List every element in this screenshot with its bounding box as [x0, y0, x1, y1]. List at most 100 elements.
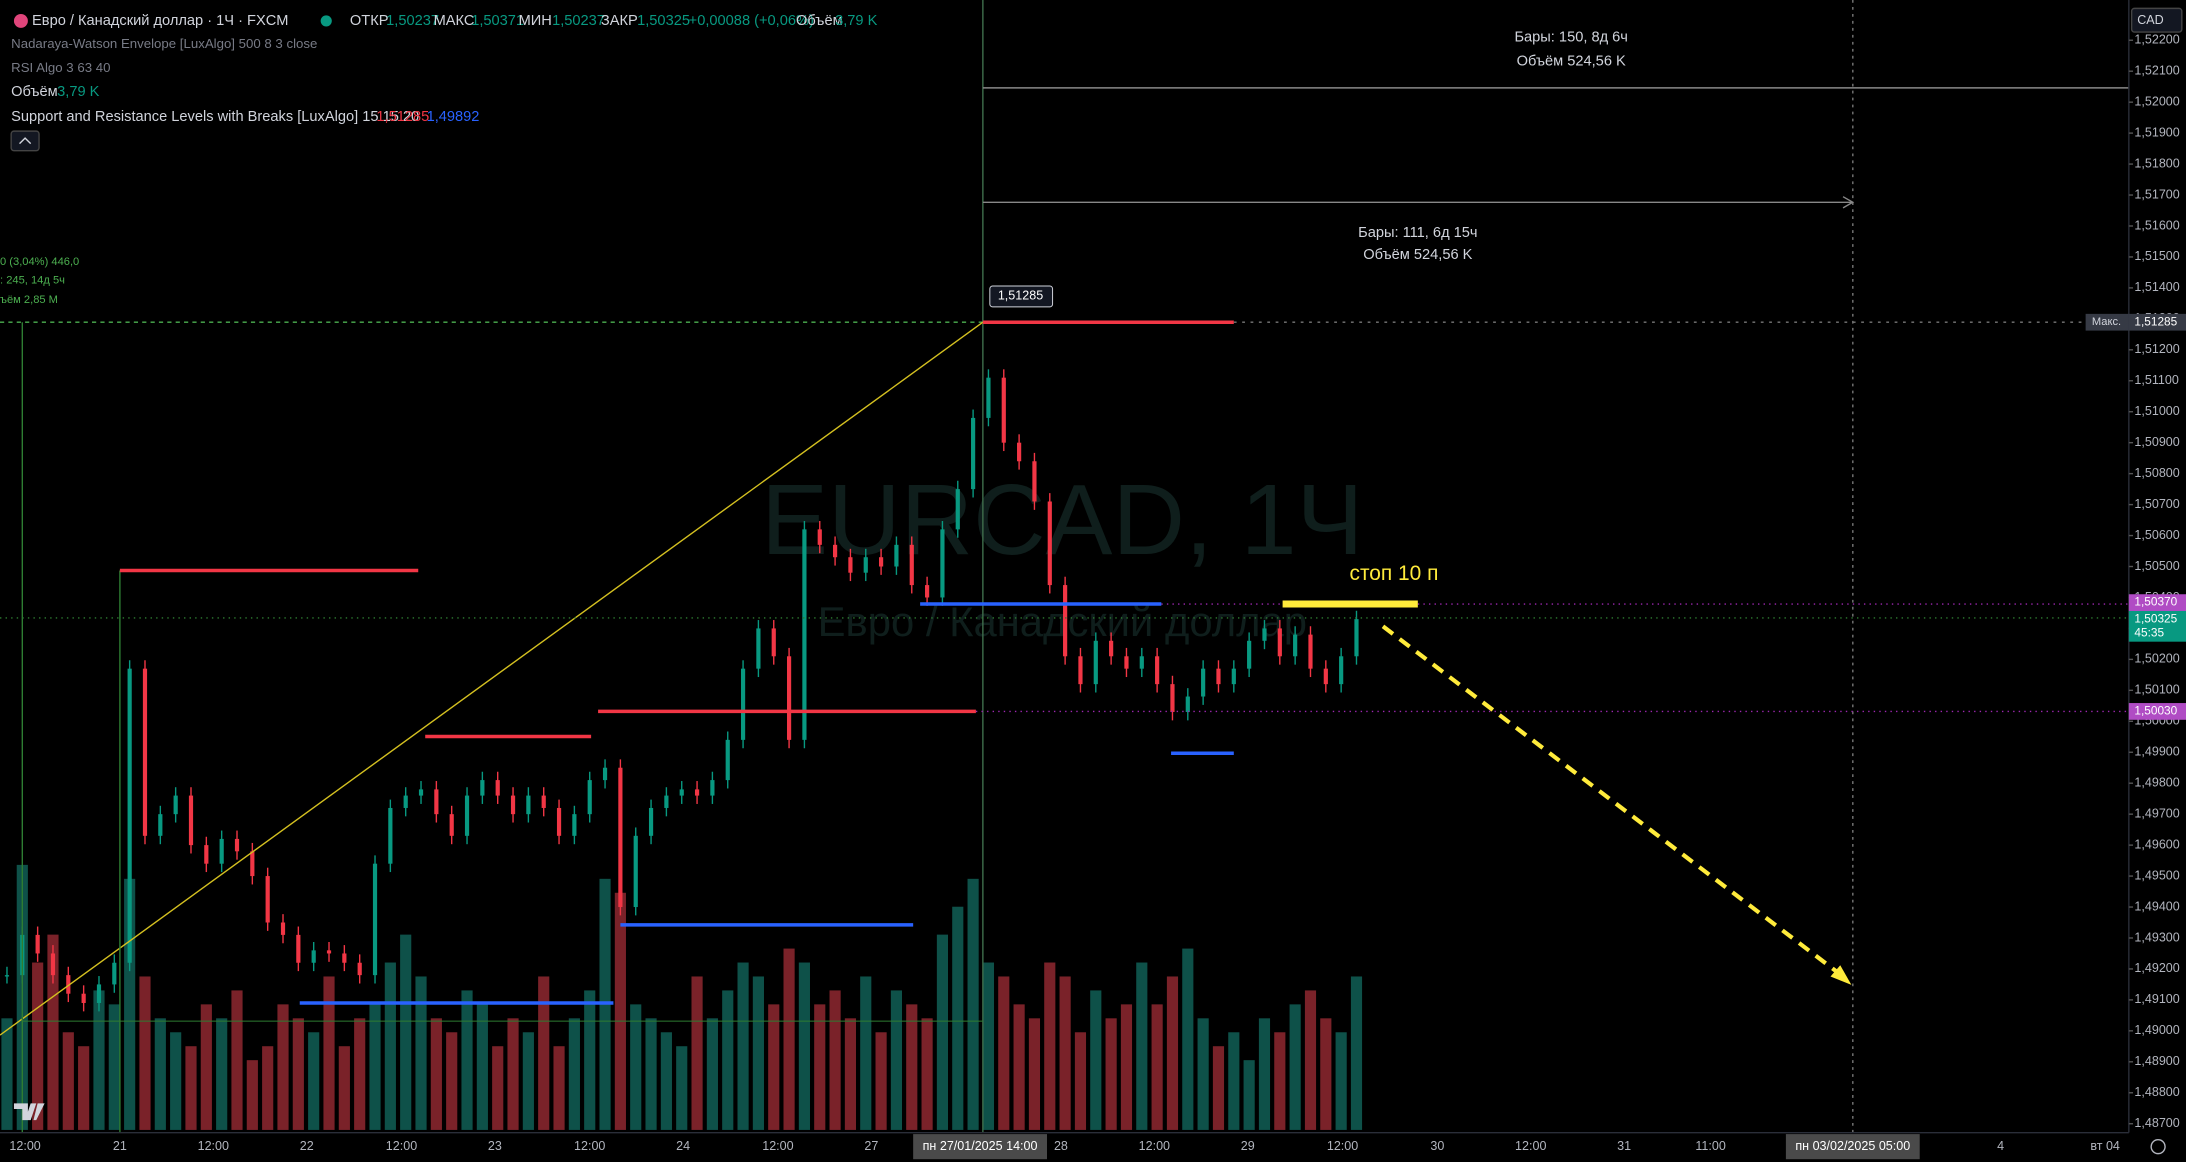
time-label: 30 [1430, 1139, 1444, 1153]
collapse-button[interactable] [10, 130, 40, 152]
price-tick-label: 1,51600 [2134, 218, 2179, 232]
volume-label: Объём [796, 13, 843, 29]
volume-bar [62, 1032, 74, 1130]
last-price-box [2128, 610, 2186, 642]
candle [1323, 668, 1328, 685]
price-tick-label: 1,49800 [2134, 776, 2179, 790]
volume-bar [1350, 976, 1363, 1130]
volume-bar [706, 1018, 718, 1130]
price-tick-label: 1,49000 [2134, 1023, 2179, 1037]
time-label: 4 [1997, 1139, 2004, 1153]
candle [1262, 628, 1267, 641]
candle [1139, 656, 1144, 669]
price-tick-label: 1,49700 [2134, 806, 2179, 820]
time-label: 11:00 [1695, 1139, 1725, 1153]
candle [756, 628, 761, 669]
candle [158, 814, 163, 836]
candle [1017, 442, 1022, 462]
max-price: 1,51285 [2134, 314, 2177, 328]
ohlc-value: 1,50237 [386, 13, 439, 29]
candle [526, 795, 531, 815]
time-label: пн 27/01/2025 14:00 [923, 1139, 1038, 1153]
time-label: 22 [300, 1139, 314, 1153]
volume-bar [93, 990, 105, 1130]
price-tick-label: 1,49200 [2134, 961, 2179, 975]
volume-bar [492, 1046, 504, 1130]
ohlc-label: МИН [519, 13, 552, 29]
currency-button[interactable] [2130, 7, 2183, 33]
candle [35, 934, 40, 954]
volume-bar [691, 976, 703, 1130]
settings-button[interactable] [2150, 1138, 2166, 1155]
candle [1201, 668, 1206, 697]
candle [955, 489, 960, 530]
volume-bar [1074, 1032, 1087, 1130]
price-tick-label: 1,50700 [2134, 497, 2179, 511]
candle [740, 668, 746, 740]
time-label: 31 [1617, 1139, 1631, 1153]
price-tick-label: 1,51800 [2134, 156, 2179, 170]
candle [342, 953, 347, 963]
support-lines [299, 602, 1234, 1005]
volume-bar [568, 1018, 580, 1130]
price-tick-label: 1,48800 [2134, 1085, 2179, 1099]
price-tick-label: 1,49600 [2134, 837, 2179, 851]
candle [204, 845, 209, 864]
ohlc-label: ЗАКР [601, 13, 638, 29]
measure-bars: Бары: 111, 6д 15ч [1358, 225, 1477, 241]
candle [173, 795, 178, 815]
volume-bar [875, 1032, 887, 1130]
time-label: 12:00 [1515, 1139, 1546, 1153]
candle [1170, 684, 1175, 713]
price-tick-label: 1,51400 [2134, 280, 2179, 294]
candle [848, 557, 853, 573]
candle [449, 814, 454, 836]
candle [372, 863, 378, 976]
max-tag-box [2085, 313, 2129, 331]
volume-bar [461, 990, 473, 1130]
left-note: 0 (3,04%) 446,0 [0, 256, 79, 268]
volume-bar [308, 1032, 320, 1130]
drawings: стоп 10 п 1,51285 Бары: 150, 8д 6ч Объём… [0, 0, 2129, 1133]
volume-bar [384, 962, 396, 1130]
volume-bar [200, 1004, 212, 1130]
last-price: 1,50325 [2134, 611, 2177, 625]
volume-bar [890, 990, 903, 1130]
volume-bar [722, 990, 734, 1130]
indicator: RSI Algo 3 63 40 [11, 60, 110, 75]
candle [464, 795, 470, 836]
countdown: 45:35 [2134, 625, 2164, 639]
level-box [2128, 703, 2186, 720]
candle [618, 767, 623, 908]
volume-bar [1, 1018, 13, 1130]
resistance-lines [119, 320, 1234, 739]
candle [1001, 377, 1006, 443]
volume-bar [676, 1046, 688, 1130]
legend: Евро / Канадский доллар · 1Ч · FXCM ОТКР… [0, 13, 878, 306]
time-label: 12:00 [386, 1139, 417, 1153]
time-label: вт 04 [2090, 1139, 2120, 1153]
volume-bar [415, 976, 427, 1130]
candle [265, 876, 270, 923]
price-tick-label: 1,48700 [2134, 1116, 2179, 1130]
time-axis: 12:00 21 12:00 22 12:00 23 12:00 24 12:00 27 пн 27… [0, 1132, 2186, 1162]
candle [940, 529, 945, 598]
candle [1078, 656, 1083, 685]
candle [925, 585, 930, 598]
volume-bar [124, 878, 136, 1130]
price-tick-label: 1,51900 [2134, 125, 2179, 139]
volume-bar [814, 1004, 826, 1130]
volume-bar [231, 990, 243, 1130]
volume-bar [1258, 1018, 1271, 1130]
price-tick-label: 1,50500 [2134, 559, 2179, 573]
ohlc-label: МАКС [434, 13, 475, 29]
candle [710, 780, 715, 796]
volume-bar [660, 1032, 672, 1130]
candle [1093, 640, 1098, 685]
change: +0,00088 (+0,06%) [689, 13, 814, 29]
candle [602, 767, 608, 781]
indicator: Объём [11, 84, 58, 100]
high-label: 1,51285 [998, 289, 1043, 303]
price-tick-label: 1,51500 [2134, 249, 2179, 263]
candle [771, 628, 776, 657]
